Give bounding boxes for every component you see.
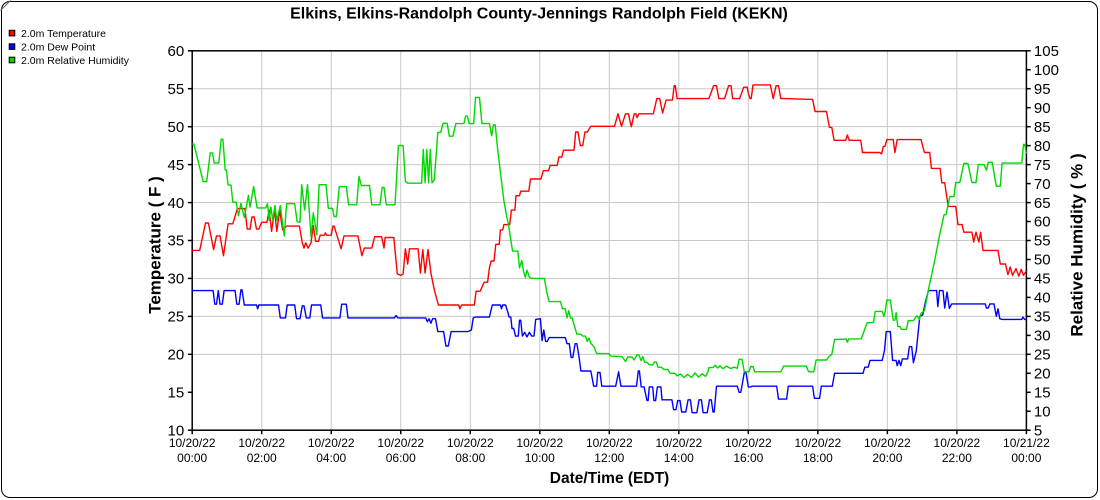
svg-text:105: 105 (1034, 43, 1059, 60)
svg-text:Elkins, Elkins-Randolph County: Elkins, Elkins-Randolph County-Jennings … (290, 6, 788, 23)
svg-text:25: 25 (1034, 347, 1051, 364)
svg-text:10: 10 (168, 422, 185, 439)
svg-text:20: 20 (1034, 366, 1051, 383)
svg-text:10:00: 10:00 (525, 451, 555, 465)
svg-text:12:00: 12:00 (594, 451, 624, 465)
svg-text:15: 15 (1034, 385, 1051, 402)
svg-text:45: 45 (1034, 271, 1051, 288)
svg-text:30: 30 (168, 271, 185, 288)
svg-text:Relative Humidity ( % ): Relative Humidity ( % ) (1068, 153, 1087, 336)
svg-text:20:00: 20:00 (872, 451, 902, 465)
svg-text:10/20/22: 10/20/22 (308, 436, 355, 450)
svg-text:35: 35 (1034, 309, 1051, 326)
svg-text:Temperature ( F ): Temperature ( F ) (146, 176, 165, 314)
svg-text:10/20/22: 10/20/22 (655, 436, 702, 450)
svg-text:55: 55 (168, 81, 185, 98)
svg-text:60: 60 (168, 43, 185, 60)
svg-text:85: 85 (1034, 119, 1051, 136)
svg-text:2.0m Dew Point: 2.0m Dew Point (21, 41, 95, 53)
svg-text:15: 15 (168, 385, 185, 402)
svg-text:80: 80 (1034, 138, 1051, 155)
svg-text:70: 70 (1034, 176, 1051, 193)
svg-text:10/20/22: 10/20/22 (169, 436, 216, 450)
svg-text:22:00: 22:00 (942, 451, 972, 465)
svg-text:Date/Time (EDT): Date/Time (EDT) (550, 470, 669, 487)
svg-text:50: 50 (1034, 252, 1051, 269)
svg-text:40: 40 (168, 195, 185, 212)
svg-text:100: 100 (1034, 62, 1059, 79)
svg-text:90: 90 (1034, 100, 1051, 117)
svg-text:14:00: 14:00 (664, 451, 694, 465)
svg-text:2.0m Relative Humidity: 2.0m Relative Humidity (21, 55, 130, 67)
svg-text:10/20/22: 10/20/22 (864, 436, 911, 450)
svg-text:2.0m Temperature: 2.0m Temperature (21, 28, 106, 40)
svg-text:75: 75 (1034, 157, 1051, 174)
svg-text:40: 40 (1034, 290, 1051, 307)
svg-text:10/21/22: 10/21/22 (1003, 436, 1050, 450)
svg-text:45: 45 (168, 157, 185, 174)
svg-text:10/20/22: 10/20/22 (586, 436, 633, 450)
svg-text:18:00: 18:00 (803, 451, 833, 465)
svg-text:25: 25 (168, 309, 185, 326)
svg-text:10/20/22: 10/20/22 (238, 436, 285, 450)
svg-text:10/20/22: 10/20/22 (725, 436, 772, 450)
svg-text:02:00: 02:00 (247, 451, 277, 465)
svg-text:95: 95 (1034, 81, 1051, 98)
svg-text:50: 50 (168, 119, 185, 136)
svg-text:10/20/22: 10/20/22 (794, 436, 841, 450)
svg-text:10: 10 (1034, 403, 1051, 420)
svg-text:10/20/22: 10/20/22 (934, 436, 981, 450)
svg-text:00:00: 00:00 (1011, 451, 1041, 465)
svg-text:20: 20 (168, 347, 185, 364)
svg-text:60: 60 (1034, 214, 1051, 231)
svg-text:10/20/22: 10/20/22 (377, 436, 424, 450)
svg-text:16:00: 16:00 (733, 451, 763, 465)
svg-text:10/20/22: 10/20/22 (516, 436, 563, 450)
svg-text:04:00: 04:00 (316, 451, 346, 465)
svg-text:55: 55 (1034, 233, 1051, 250)
svg-text:35: 35 (168, 233, 185, 250)
svg-text:30: 30 (1034, 328, 1051, 345)
svg-text:08:00: 08:00 (455, 451, 485, 465)
svg-text:10/20/22: 10/20/22 (447, 436, 494, 450)
svg-text:06:00: 06:00 (386, 451, 416, 465)
svg-text:00:00: 00:00 (177, 451, 207, 465)
svg-text:5: 5 (1034, 422, 1042, 439)
svg-text:65: 65 (1034, 195, 1051, 212)
